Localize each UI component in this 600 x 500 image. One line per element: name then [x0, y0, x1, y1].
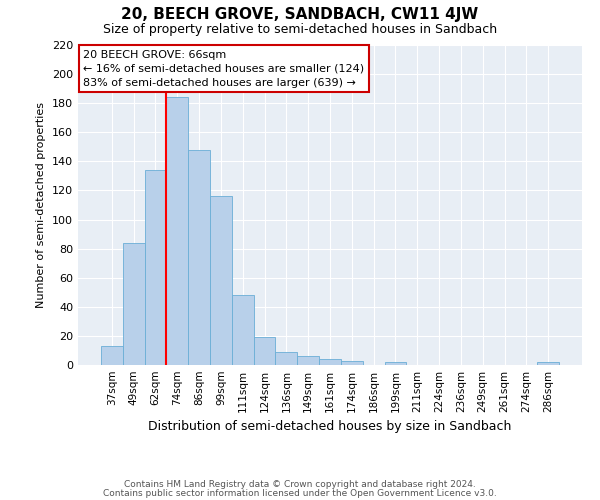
Bar	[210, 196, 232, 365]
Bar	[275, 352, 297, 365]
X-axis label: Distribution of semi-detached houses by size in Sandbach: Distribution of semi-detached houses by …	[148, 420, 512, 434]
Bar	[537, 362, 559, 365]
Bar	[166, 98, 188, 365]
Text: Contains HM Land Registry data © Crown copyright and database right 2024.: Contains HM Land Registry data © Crown c…	[124, 480, 476, 489]
Bar	[145, 170, 166, 365]
Bar	[254, 338, 275, 365]
Y-axis label: Number of semi-detached properties: Number of semi-detached properties	[37, 102, 46, 308]
Text: Contains public sector information licensed under the Open Government Licence v3: Contains public sector information licen…	[103, 488, 497, 498]
Bar	[101, 346, 123, 365]
Bar	[188, 150, 210, 365]
Bar	[232, 295, 254, 365]
Bar	[123, 243, 145, 365]
Bar	[319, 359, 341, 365]
Bar	[341, 360, 363, 365]
Text: 20, BEECH GROVE, SANDBACH, CW11 4JW: 20, BEECH GROVE, SANDBACH, CW11 4JW	[121, 8, 479, 22]
Bar	[297, 356, 319, 365]
Bar	[385, 362, 406, 365]
Text: Size of property relative to semi-detached houses in Sandbach: Size of property relative to semi-detach…	[103, 22, 497, 36]
Text: 20 BEECH GROVE: 66sqm
← 16% of semi-detached houses are smaller (124)
83% of sem: 20 BEECH GROVE: 66sqm ← 16% of semi-deta…	[83, 50, 364, 88]
